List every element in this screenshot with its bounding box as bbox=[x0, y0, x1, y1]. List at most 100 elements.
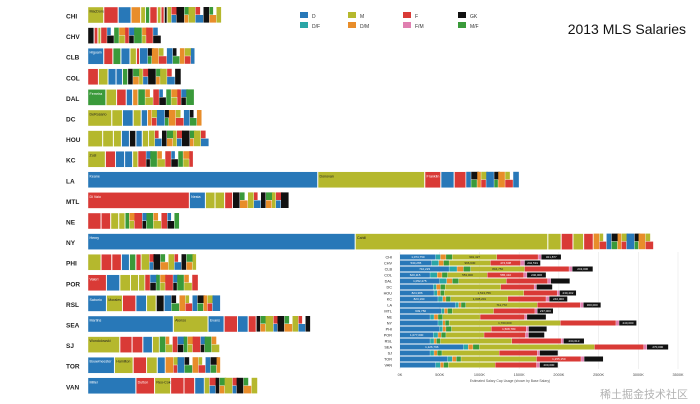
category-label: DC bbox=[387, 286, 393, 290]
stack-segment-f-m bbox=[525, 332, 529, 338]
category-label: CLB bbox=[385, 268, 393, 272]
minor-player-cell bbox=[211, 344, 220, 353]
player-cell bbox=[121, 253, 130, 271]
player-cell bbox=[130, 274, 139, 291]
stack-segment-d bbox=[400, 344, 464, 350]
legend-label: D bbox=[312, 14, 316, 20]
minor-player-cell bbox=[173, 357, 180, 365]
minor-player-cell bbox=[593, 233, 600, 250]
player-cell bbox=[189, 192, 206, 209]
minor-player-cell bbox=[171, 7, 179, 15]
stack-segment-d-m bbox=[437, 290, 441, 296]
player-cell bbox=[87, 274, 107, 291]
minor-player-cell bbox=[471, 179, 477, 188]
segment-value-label: 1,074,750 bbox=[411, 255, 425, 259]
minor-player-cell bbox=[183, 151, 191, 159]
player-cell bbox=[248, 315, 257, 333]
segment-value-label: 824,386 bbox=[412, 291, 423, 295]
minor-player-cell bbox=[175, 118, 184, 126]
team-label: NY bbox=[66, 240, 76, 247]
minor-player-cell bbox=[164, 110, 171, 118]
x-axis-label: Estimated Salary Cap Usage (shown by Bas… bbox=[470, 379, 550, 383]
minor-player-cell bbox=[184, 56, 191, 64]
stack-segment-f-m bbox=[561, 338, 564, 344]
minor-player-cell bbox=[174, 262, 182, 270]
player-name: Alonso bbox=[175, 319, 186, 323]
minor-player-cell bbox=[292, 316, 299, 332]
stack-segment-f bbox=[487, 272, 524, 278]
player-cell bbox=[547, 233, 562, 250]
stack-segment-gk bbox=[647, 344, 669, 350]
player-cell bbox=[152, 336, 160, 353]
minor-player-cell bbox=[195, 7, 201, 15]
player-cell bbox=[173, 315, 208, 333]
player-cell bbox=[146, 357, 158, 374]
team-row-ny: NY Henry Cahill bbox=[66, 233, 654, 250]
stack-segment-d-f bbox=[430, 272, 438, 278]
minor-player-cell bbox=[239, 192, 245, 200]
team-label: COL bbox=[66, 75, 80, 82]
minor-player-cell bbox=[186, 89, 194, 105]
player-cell bbox=[157, 357, 166, 374]
minor-player-cell bbox=[189, 151, 193, 167]
minor-player-cell bbox=[142, 35, 146, 44]
stack-segment-d-m bbox=[446, 278, 453, 284]
minor-player-cell bbox=[236, 377, 244, 394]
player-cell bbox=[87, 295, 107, 312]
player-cell bbox=[87, 68, 99, 86]
segment-value-label: 710,223 bbox=[419, 267, 430, 271]
stack-segment-f bbox=[508, 296, 546, 302]
minor-player-cell bbox=[265, 316, 274, 332]
stack-segment-f bbox=[536, 356, 581, 362]
player-name: Henry bbox=[90, 236, 100, 240]
stack-segment-gk bbox=[583, 302, 601, 308]
legend-swatch-m-f bbox=[458, 22, 466, 28]
team-row-phi: PHI bbox=[66, 253, 197, 271]
player-name: Evans bbox=[210, 319, 220, 323]
minor-player-cell bbox=[147, 110, 152, 126]
stack-segment-d bbox=[400, 314, 430, 320]
minor-player-cell bbox=[154, 138, 162, 147]
player-cell bbox=[573, 233, 584, 250]
stack-segment-d bbox=[400, 272, 430, 278]
minor-player-cell bbox=[184, 7, 191, 15]
minor-player-cell bbox=[171, 151, 175, 159]
x-tick-label: 500K bbox=[435, 373, 444, 377]
stack-segment-m-f bbox=[440, 284, 445, 290]
player-cell bbox=[113, 130, 122, 147]
minor-player-cell bbox=[150, 274, 158, 283]
x-tick-label: 1500K bbox=[514, 373, 525, 377]
legend-swatch-f bbox=[403, 12, 411, 18]
player-cell bbox=[141, 109, 148, 127]
team-label: PHI bbox=[66, 261, 77, 268]
stack-segment-f bbox=[500, 284, 534, 290]
minor-player-cell bbox=[645, 241, 654, 250]
stack-segment-f bbox=[506, 278, 548, 284]
player-name: Keane bbox=[90, 174, 100, 178]
stack-segment-f-m bbox=[569, 266, 573, 272]
stack-segment-d-f bbox=[438, 320, 443, 326]
minor-player-cell bbox=[256, 316, 261, 332]
stack-segment-f-m bbox=[535, 308, 538, 314]
player-cell bbox=[106, 295, 123, 312]
minor-player-cell bbox=[185, 303, 193, 311]
minor-player-cell bbox=[176, 138, 182, 147]
stack-segment-d-f bbox=[449, 266, 457, 272]
player-cell bbox=[106, 274, 120, 291]
player-cell bbox=[156, 295, 165, 312]
stack-segment-gk bbox=[524, 260, 541, 266]
stack-segment-gk bbox=[550, 278, 570, 284]
minor-player-cell bbox=[207, 295, 215, 303]
stack-segment-m-f bbox=[452, 278, 459, 284]
minor-player-cell bbox=[160, 262, 169, 270]
minor-player-cell bbox=[154, 130, 159, 139]
player-cell bbox=[424, 171, 441, 189]
legend-swatch-m bbox=[348, 12, 356, 18]
minor-player-cell bbox=[189, 130, 196, 139]
player-cell bbox=[215, 192, 225, 209]
minor-player-cell bbox=[145, 274, 150, 291]
legend-swatch-f-m bbox=[403, 22, 411, 28]
segment-value-label: 240,000 bbox=[553, 297, 564, 301]
minor-player-cell bbox=[204, 377, 210, 394]
minor-player-cell bbox=[151, 110, 159, 118]
